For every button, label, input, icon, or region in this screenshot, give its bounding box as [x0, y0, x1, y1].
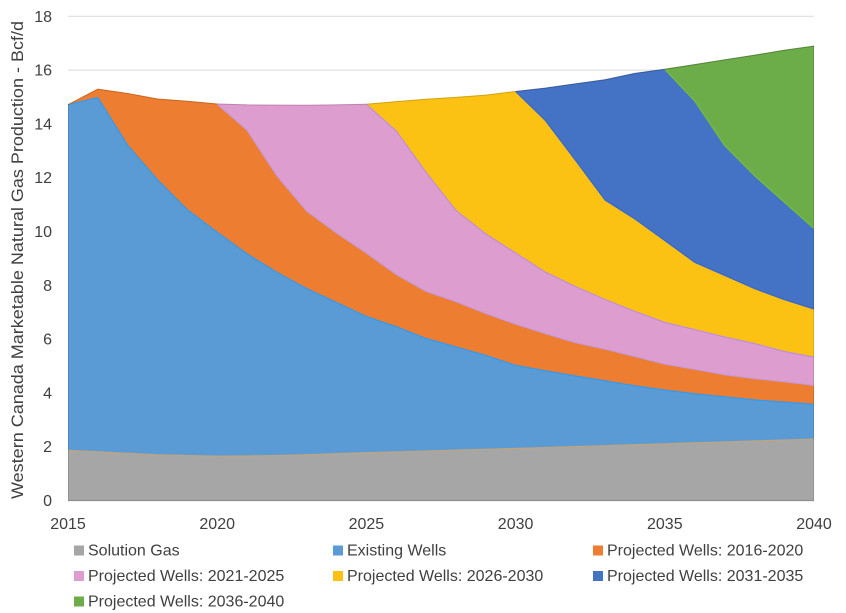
svg-text:Projected Wells: 2026-2030: Projected Wells: 2026-2030 — [347, 568, 543, 585]
svg-text:8: 8 — [43, 278, 52, 295]
svg-text:2020: 2020 — [199, 516, 235, 533]
svg-text:2035: 2035 — [647, 516, 683, 533]
svg-text:12: 12 — [34, 170, 52, 187]
svg-text:Solution Gas: Solution Gas — [88, 543, 180, 560]
svg-text:2: 2 — [43, 439, 52, 456]
svg-text:16: 16 — [34, 63, 52, 80]
svg-text:Western Canada Marketable Natu: Western Canada Marketable Natural Gas Pr… — [8, 21, 27, 499]
svg-text:10: 10 — [34, 224, 52, 241]
svg-text:14: 14 — [34, 116, 52, 133]
svg-text:2025: 2025 — [349, 516, 385, 533]
svg-text:2030: 2030 — [498, 516, 534, 533]
svg-text:2015: 2015 — [50, 516, 86, 533]
svg-text:Existing Wells: Existing Wells — [347, 543, 446, 560]
svg-text:4: 4 — [43, 385, 52, 402]
svg-text:6: 6 — [43, 332, 52, 349]
svg-text:Projected Wells: 2016-2020: Projected Wells: 2016-2020 — [607, 543, 803, 560]
svg-text:Projected Wells: 2031-2035: Projected Wells: 2031-2035 — [607, 568, 803, 585]
svg-text:Projected Wells: 2036-2040: Projected Wells: 2036-2040 — [88, 594, 284, 611]
svg-text:18: 18 — [34, 9, 52, 26]
svg-text:0: 0 — [43, 493, 52, 510]
svg-text:2040: 2040 — [796, 516, 832, 533]
svg-text:Projected Wells: 2021-2025: Projected Wells: 2021-2025 — [88, 568, 284, 585]
